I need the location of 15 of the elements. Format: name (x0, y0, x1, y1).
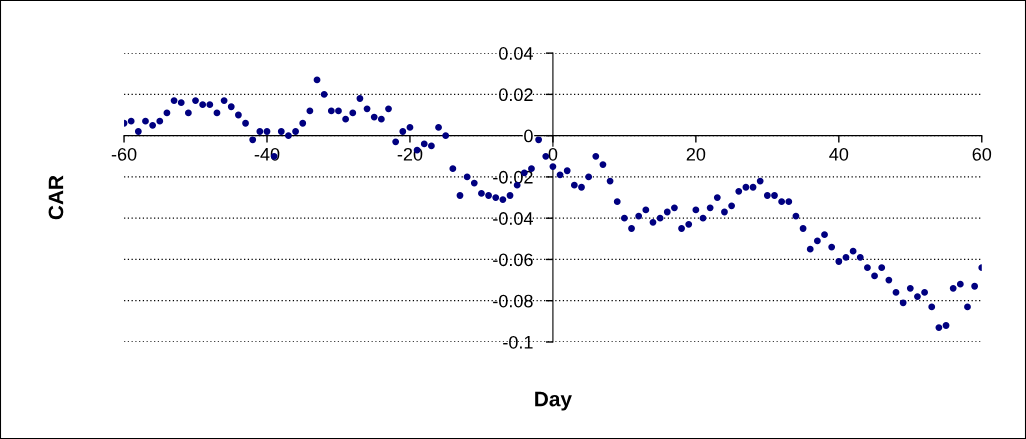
y-axis-title: CAR (48, 175, 64, 220)
y-tick-label: -0.06 (493, 253, 533, 267)
y-tick-label: -0.04 (493, 212, 533, 225)
x-tick-label: 20 (686, 147, 706, 161)
y-tick-label: -0.1 (503, 335, 533, 349)
x-tick-label: -60 (111, 147, 137, 161)
y-tick-label: 0.04 (499, 47, 533, 60)
x-tick-label: 60 (972, 147, 992, 161)
y-tick-label: -0.08 (493, 294, 533, 308)
y-tick-label: 0 (524, 129, 533, 143)
x-axis-title: Day (535, 391, 572, 411)
x-tick-label: -40 (254, 147, 280, 161)
x-tick-label: 40 (829, 147, 849, 161)
x-tick-label: 0 (548, 147, 558, 161)
y-tick-label: 0.02 (499, 88, 533, 102)
